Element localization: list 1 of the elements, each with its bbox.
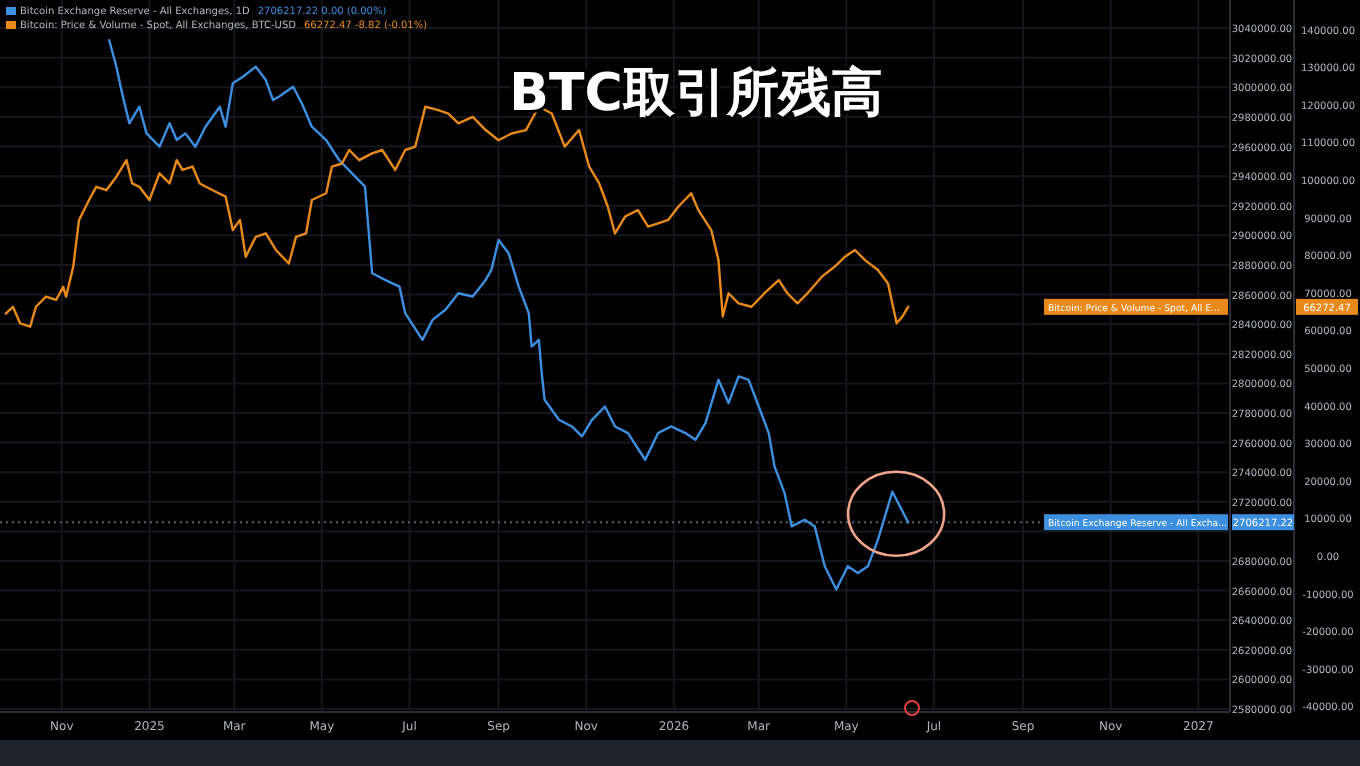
text: BTC取引所残高: [509, 64, 883, 124]
